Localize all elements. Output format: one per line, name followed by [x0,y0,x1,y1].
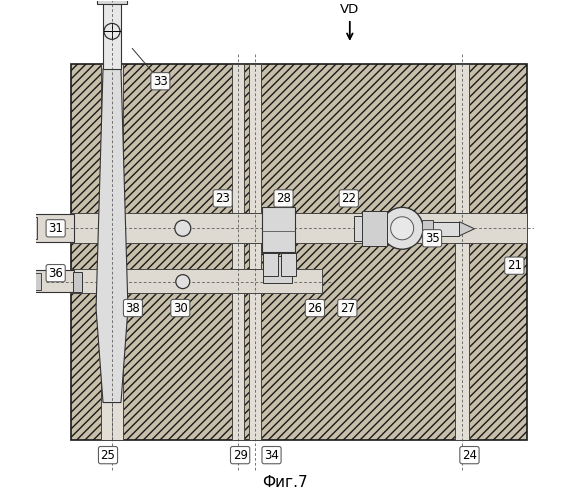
Polygon shape [459,222,474,236]
Circle shape [104,24,120,40]
Polygon shape [96,69,128,402]
Bar [28,214,74,242]
Text: 21: 21 [507,259,522,272]
Bar [71,64,527,440]
Text: 25: 25 [100,448,116,462]
Circle shape [390,217,414,240]
Bar [422,220,433,238]
Bar [263,256,292,283]
Bar [97,0,127,4]
Text: 31: 31 [48,222,63,235]
Bar [71,214,527,243]
Text: 22: 22 [341,192,356,205]
Text: 26: 26 [307,302,323,314]
Text: 38: 38 [125,302,140,314]
Bar [354,216,394,241]
Bar [263,253,278,276]
Text: 24: 24 [462,448,477,462]
Text: VD: VD [340,4,360,16]
Bar [71,269,321,293]
Text: 27: 27 [340,302,355,314]
Text: 30: 30 [173,302,188,314]
Circle shape [381,208,423,249]
Bar [281,253,296,276]
Bar [249,64,261,440]
Bar [33,272,41,289]
Text: 33: 33 [153,74,168,88]
Circle shape [176,274,190,288]
Bar [231,64,244,440]
Bar [100,64,124,440]
Bar [363,211,387,246]
Text: 36: 36 [48,266,63,280]
Bar [262,208,295,252]
Bar [103,0,121,69]
Text: 29: 29 [233,448,247,462]
Text: 28: 28 [276,192,291,205]
Bar [73,272,82,291]
Bar [454,64,470,440]
Bar [33,270,74,292]
Text: 23: 23 [215,192,230,205]
Bar [422,222,459,236]
Bar [28,217,37,239]
Text: 35: 35 [425,232,439,245]
Circle shape [175,220,191,236]
Text: Фиг.7: Фиг.7 [262,475,308,490]
Text: 34: 34 [264,448,279,462]
